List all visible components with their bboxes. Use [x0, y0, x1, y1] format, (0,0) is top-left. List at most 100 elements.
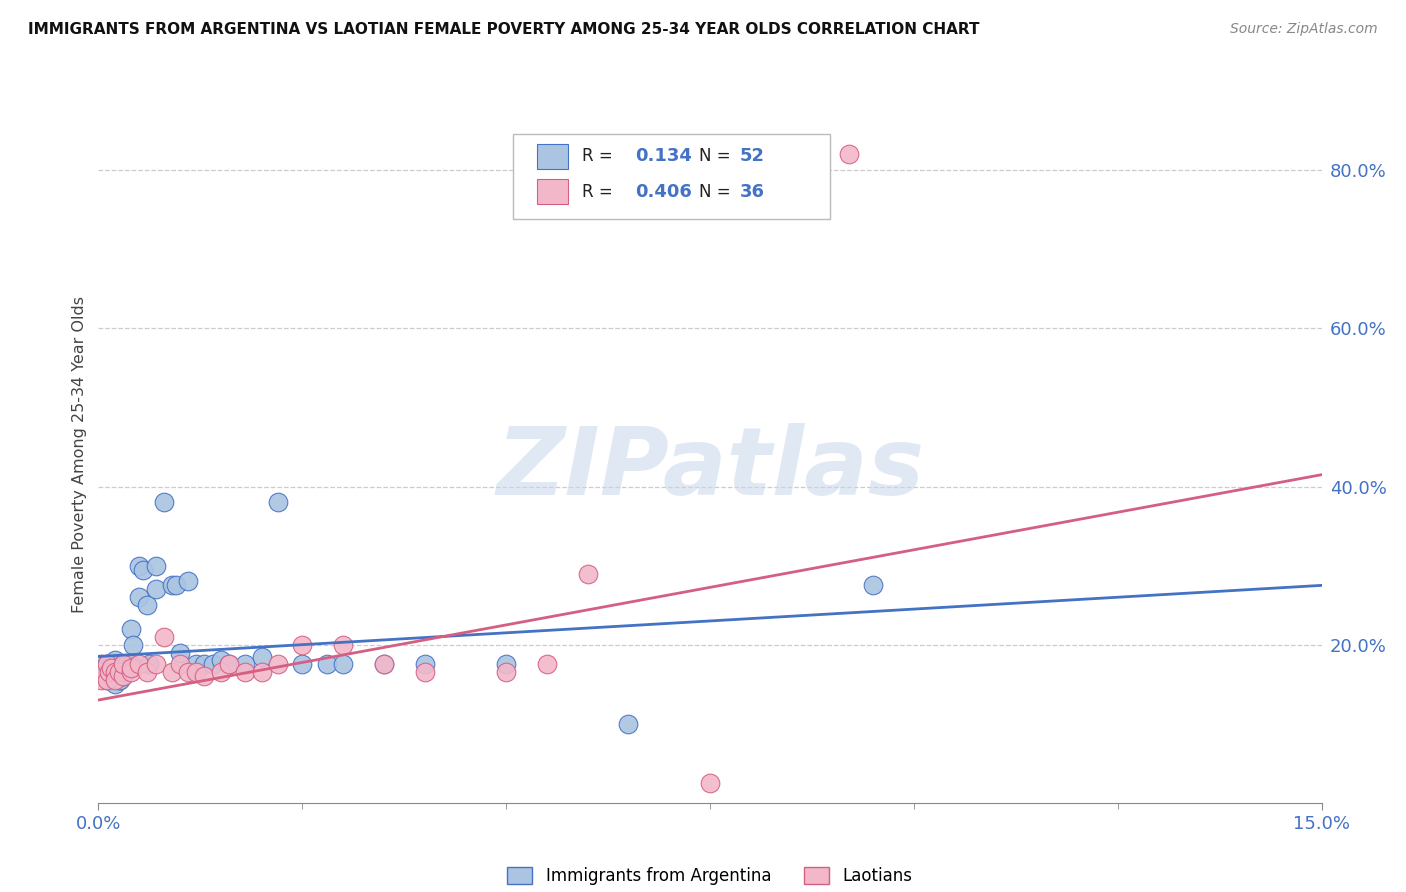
Point [413, 657, 436, 672]
Point [373, 657, 395, 672]
Point [495, 657, 517, 672]
Point [250, 649, 273, 664]
Text: R =: R = [582, 147, 619, 165]
Point [114, 665, 136, 680]
Point [104, 653, 127, 667]
Point [138, 657, 160, 672]
Point [90, 657, 112, 672]
Point [110, 673, 132, 688]
Point [100, 669, 122, 683]
Text: 0.406: 0.406 [636, 183, 692, 201]
Point [267, 657, 290, 672]
Point [169, 646, 191, 660]
Point [128, 558, 150, 573]
Point [267, 495, 290, 509]
Point [315, 657, 337, 672]
Point [128, 591, 150, 605]
Point [177, 665, 200, 680]
Point [193, 669, 215, 683]
Point [152, 630, 174, 644]
Text: IMMIGRANTS FROM ARGENTINA VS LAOTIAN FEMALE POVERTY AMONG 25-34 YEAR OLDS CORREL: IMMIGRANTS FROM ARGENTINA VS LAOTIAN FEM… [28, 22, 980, 37]
Point [96, 657, 118, 672]
Text: N =: N = [699, 147, 730, 165]
Point [121, 638, 143, 652]
Point [218, 657, 240, 672]
Point [160, 578, 183, 592]
Point [291, 638, 314, 652]
Point [111, 657, 134, 672]
Point [90, 673, 112, 688]
Point [136, 665, 159, 680]
Point [115, 657, 138, 672]
Point [98, 665, 121, 680]
Point [96, 673, 118, 688]
Point [136, 598, 159, 612]
Point [373, 657, 395, 672]
Point [105, 657, 128, 672]
Point [576, 566, 599, 581]
Point [91, 665, 114, 680]
Text: R =: R = [582, 183, 619, 201]
Point [114, 657, 136, 672]
Point [104, 673, 127, 688]
Point [233, 665, 256, 680]
Point [145, 582, 167, 597]
Text: Source: ZipAtlas.com: Source: ZipAtlas.com [1230, 22, 1378, 37]
Point [91, 665, 114, 680]
Point [111, 657, 134, 672]
Point [617, 716, 640, 731]
Point [120, 665, 142, 680]
Point [186, 657, 208, 672]
Point [128, 657, 150, 672]
Point [98, 673, 121, 688]
Point [209, 665, 232, 680]
Point [332, 638, 354, 652]
Point [209, 653, 232, 667]
Text: 52: 52 [740, 147, 765, 165]
Point [101, 657, 124, 672]
Point [111, 669, 134, 683]
Point [201, 657, 224, 672]
Point [145, 558, 167, 573]
Text: 0.134: 0.134 [636, 147, 692, 165]
Point [152, 495, 174, 509]
Point [96, 673, 118, 688]
Point [332, 657, 354, 672]
Point [120, 622, 142, 636]
Point [193, 657, 215, 672]
Point [93, 669, 115, 683]
Point [145, 657, 167, 672]
Y-axis label: Female Poverty Among 25-34 Year Olds: Female Poverty Among 25-34 Year Olds [72, 296, 87, 614]
Point [100, 661, 122, 675]
Point [96, 657, 118, 672]
Text: 36: 36 [740, 183, 765, 201]
Point [108, 673, 131, 688]
Legend: Immigrants from Argentina, Laotians: Immigrants from Argentina, Laotians [508, 867, 912, 885]
Point [291, 657, 314, 672]
Point [104, 665, 127, 680]
Point [132, 563, 155, 577]
Point [218, 657, 240, 672]
Point [186, 665, 208, 680]
Point [120, 661, 142, 675]
Point [165, 578, 187, 592]
Point [97, 661, 120, 675]
Point [108, 665, 131, 680]
Point [495, 665, 517, 680]
Point [250, 665, 273, 680]
Point [160, 665, 183, 680]
Point [104, 661, 127, 675]
Point [413, 665, 436, 680]
Point [177, 574, 200, 589]
Point [536, 657, 558, 672]
Point [100, 665, 122, 680]
Point [111, 669, 134, 683]
Point [838, 147, 860, 161]
Text: N =: N = [699, 183, 730, 201]
Point [233, 657, 256, 672]
Point [699, 776, 721, 790]
Point [120, 657, 142, 672]
Text: ZIPatlas: ZIPatlas [496, 423, 924, 515]
Point [862, 578, 884, 592]
Point [169, 657, 191, 672]
